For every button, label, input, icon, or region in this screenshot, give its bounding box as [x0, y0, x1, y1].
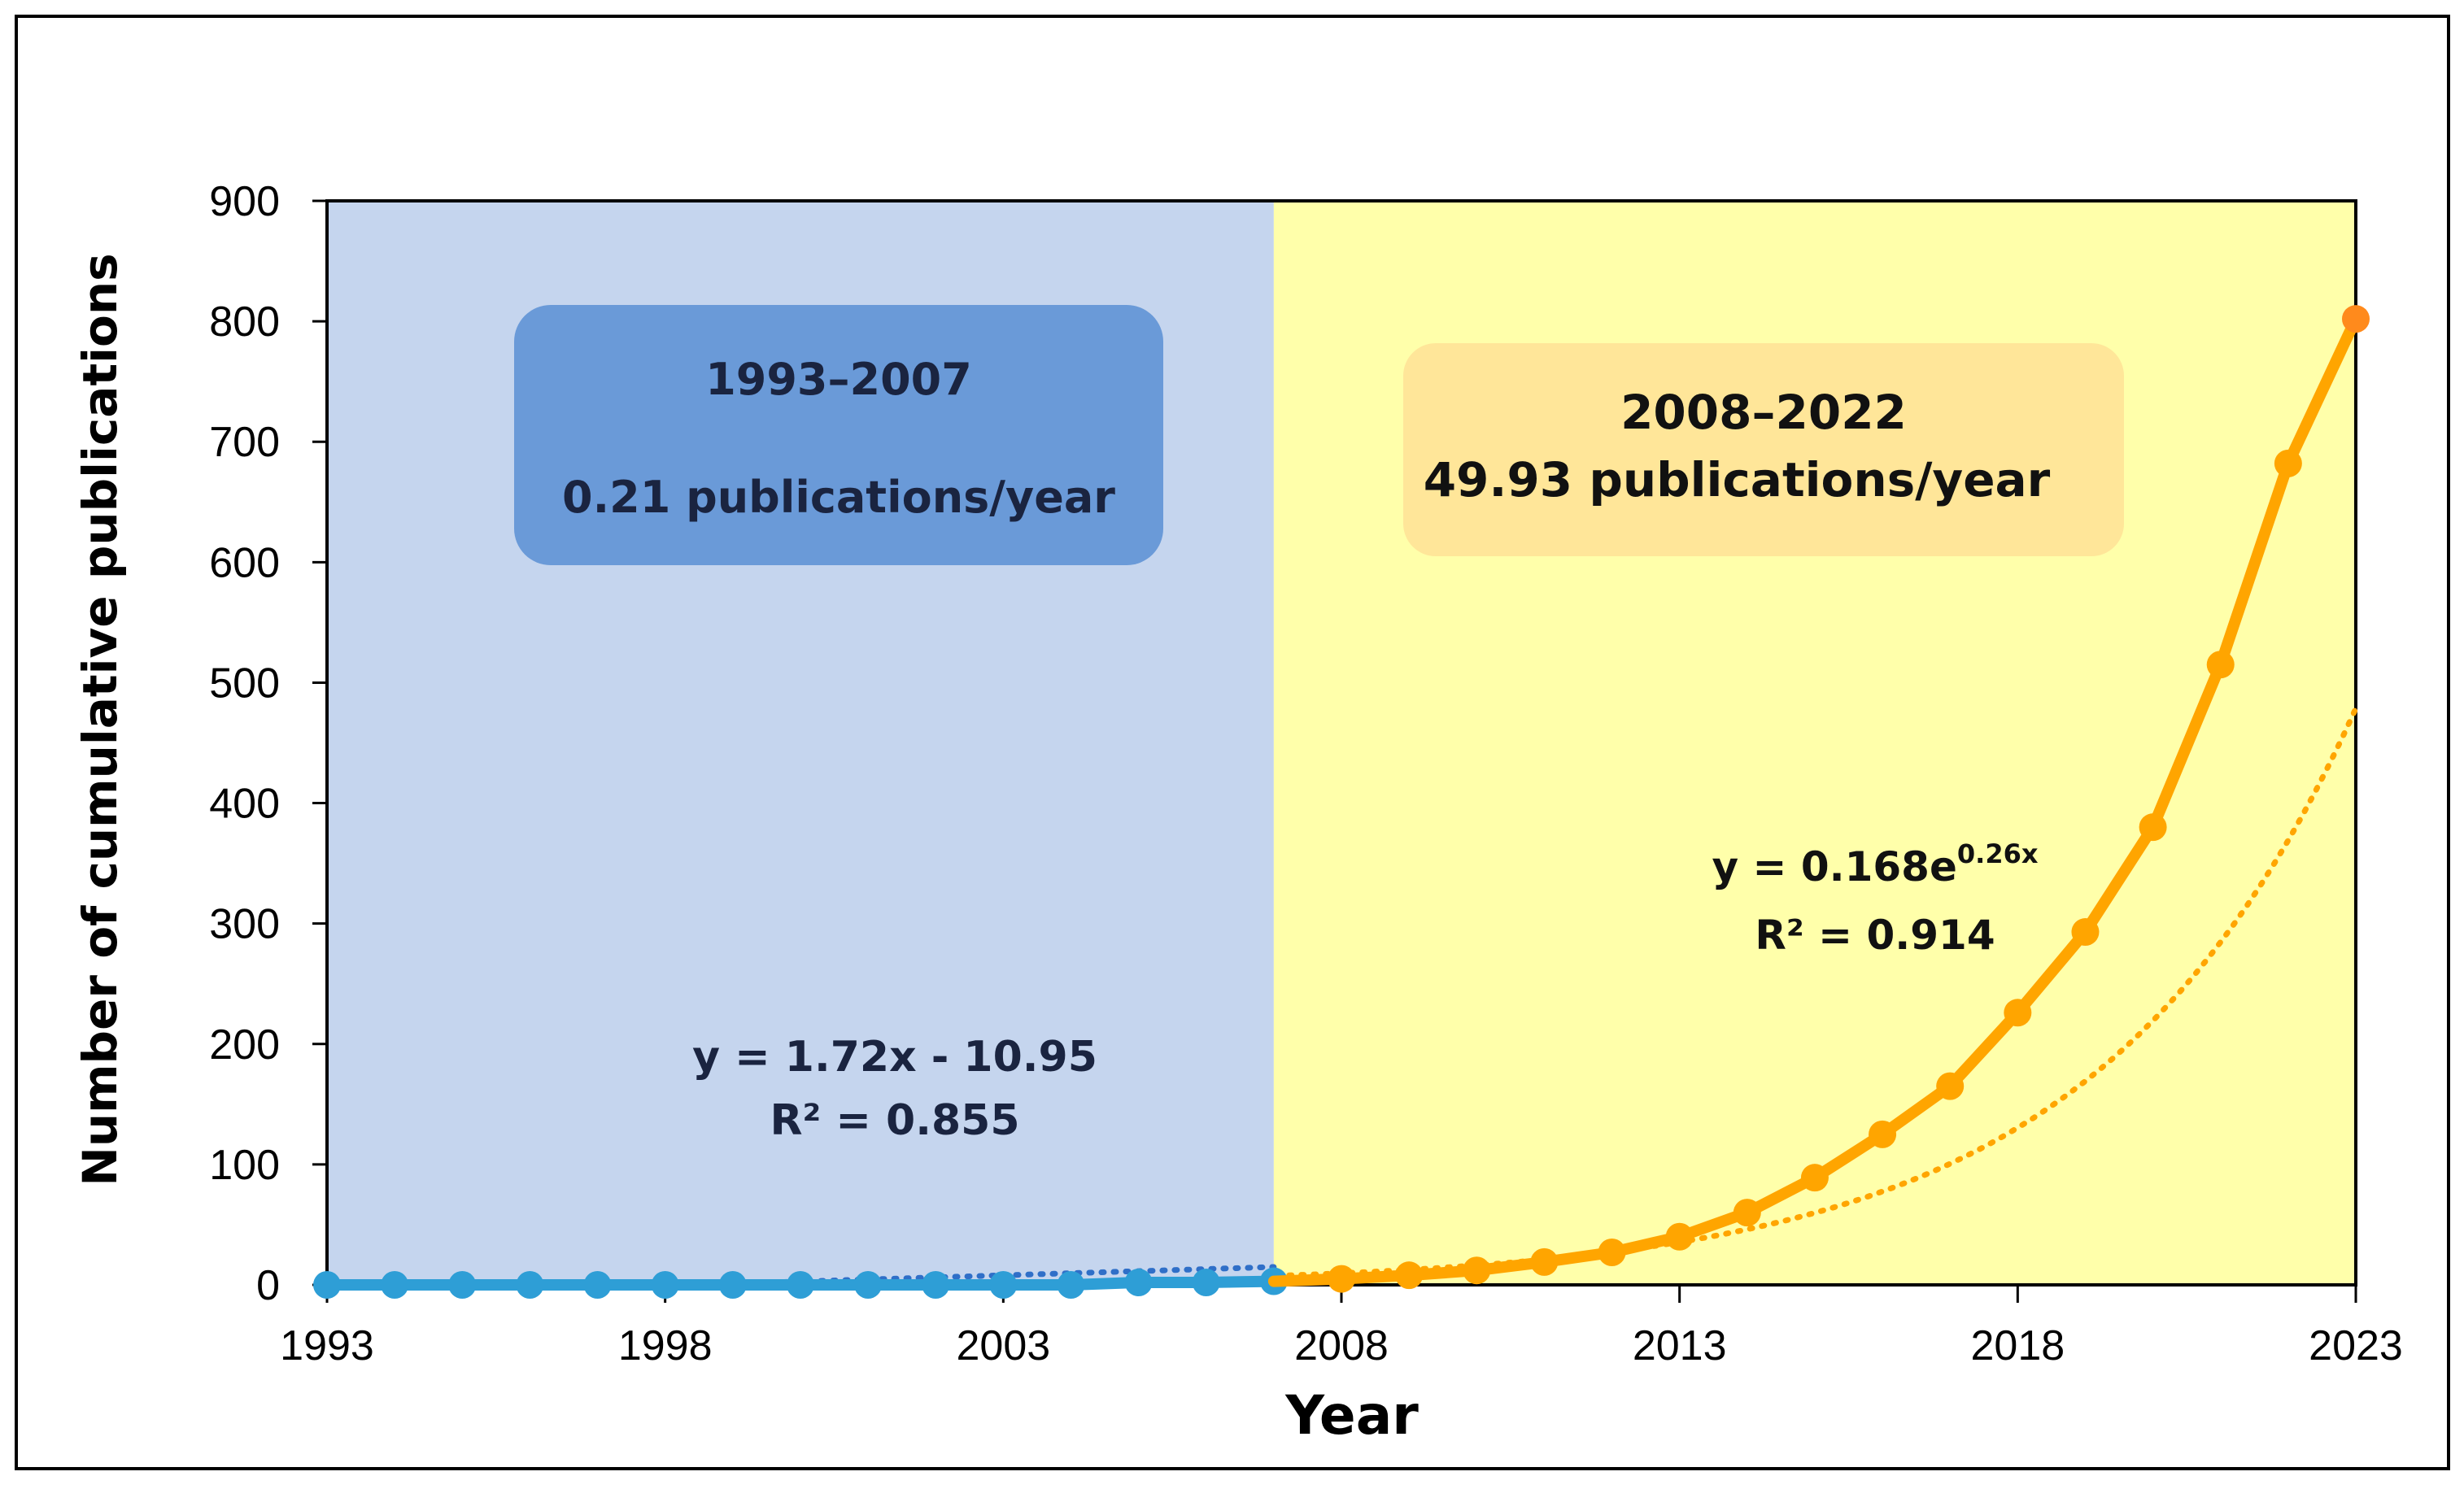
- data-point: [1124, 1269, 1153, 1297]
- data-point: [718, 1271, 747, 1299]
- x-tick-label: 2018: [1970, 1322, 2065, 1369]
- data-point: [989, 1271, 1018, 1299]
- linear-trendline-r2: R² = 0.855: [770, 1096, 1019, 1145]
- series-1: [313, 1267, 1288, 1299]
- period-box-2008-2022-title: 2008–2022: [1620, 385, 1907, 440]
- y-tick-label: 800: [209, 298, 280, 346]
- data-point: [1936, 1072, 1965, 1100]
- period-box-2008-2022: [1403, 343, 2124, 556]
- data-point: [922, 1271, 950, 1299]
- period-box-2008-2022-rate: 49.93 publications/year: [1424, 452, 2051, 507]
- data-point: [1328, 1265, 1355, 1293]
- x-axis: 1993 1998 2003 2008 2013 2018 2023: [280, 1285, 2403, 1369]
- y-tick-label: 300: [209, 901, 280, 948]
- data-point: [2342, 305, 2370, 333]
- y-tick-label: 200: [209, 1021, 280, 1069]
- data-point: [2004, 999, 2032, 1027]
- y-axis-title: Number of cumulative publications: [72, 253, 128, 1186]
- data-point: [1530, 1247, 1559, 1276]
- y-tick-label: 700: [209, 419, 280, 466]
- data-point: [2139, 813, 2167, 842]
- x-axis-title: Year: [1284, 1384, 1419, 1447]
- data-point: [313, 1271, 341, 1299]
- data-point: [1800, 1164, 1829, 1192]
- y-tick-label: 0: [256, 1262, 280, 1309]
- exponential-equation-exponent: 0.26x: [1957, 838, 2039, 869]
- data-point: [1665, 1222, 1694, 1251]
- exponential-trendline-r2: R² = 0.914: [1755, 912, 1995, 959]
- exponential-trendline-equation: y = 0.168e0.26x: [1712, 838, 2039, 890]
- data-point: [1463, 1256, 1491, 1285]
- y-tick-label: 500: [209, 660, 280, 707]
- x-tick-label: 1993: [280, 1322, 374, 1369]
- series-layer: [313, 305, 2370, 1299]
- data-point: [1057, 1271, 1085, 1299]
- x-tick-label: 2023: [2309, 1322, 2403, 1369]
- y-tick-label: 400: [209, 781, 280, 828]
- exponential-equation-base: y = 0.168e: [1712, 843, 1957, 890]
- y-tick-label: 600: [209, 539, 280, 586]
- data-point: [1733, 1199, 1761, 1227]
- data-point: [1869, 1120, 1897, 1148]
- y-tick-label: 900: [209, 178, 280, 225]
- data-point: [2274, 449, 2302, 477]
- y-axis: 0 100 200 300 400 500 600 700 800 900: [209, 178, 327, 1309]
- data-point: [1598, 1239, 1626, 1267]
- x-tick-label: 2003: [956, 1322, 1050, 1369]
- data-point: [786, 1271, 814, 1299]
- data-point: [1192, 1269, 1220, 1297]
- linear-trendline-equation: y = 1.72x - 10.95: [692, 1033, 1097, 1082]
- data-point: [2206, 651, 2235, 679]
- x-tick-label: 2008: [1294, 1322, 1389, 1369]
- series-2: [1267, 305, 2370, 1293]
- data-point: [448, 1271, 477, 1299]
- data-point: [651, 1271, 679, 1299]
- period-box-1993-2007: [514, 305, 1163, 565]
- x-tick-label: 1998: [618, 1322, 713, 1369]
- y-tick-label: 100: [209, 1142, 280, 1189]
- data-point: [516, 1271, 544, 1299]
- period-box-1993-2007-title: 1993–2007: [705, 354, 972, 405]
- period-box-1993-2007-rate: 0.21 publications/year: [562, 472, 1115, 523]
- data-point: [583, 1271, 612, 1299]
- data-point: [854, 1271, 883, 1299]
- data-point: [1395, 1261, 1424, 1290]
- x-tick-label: 2013: [1633, 1322, 1727, 1369]
- data-point: [381, 1271, 409, 1299]
- data-point: [2071, 918, 2100, 947]
